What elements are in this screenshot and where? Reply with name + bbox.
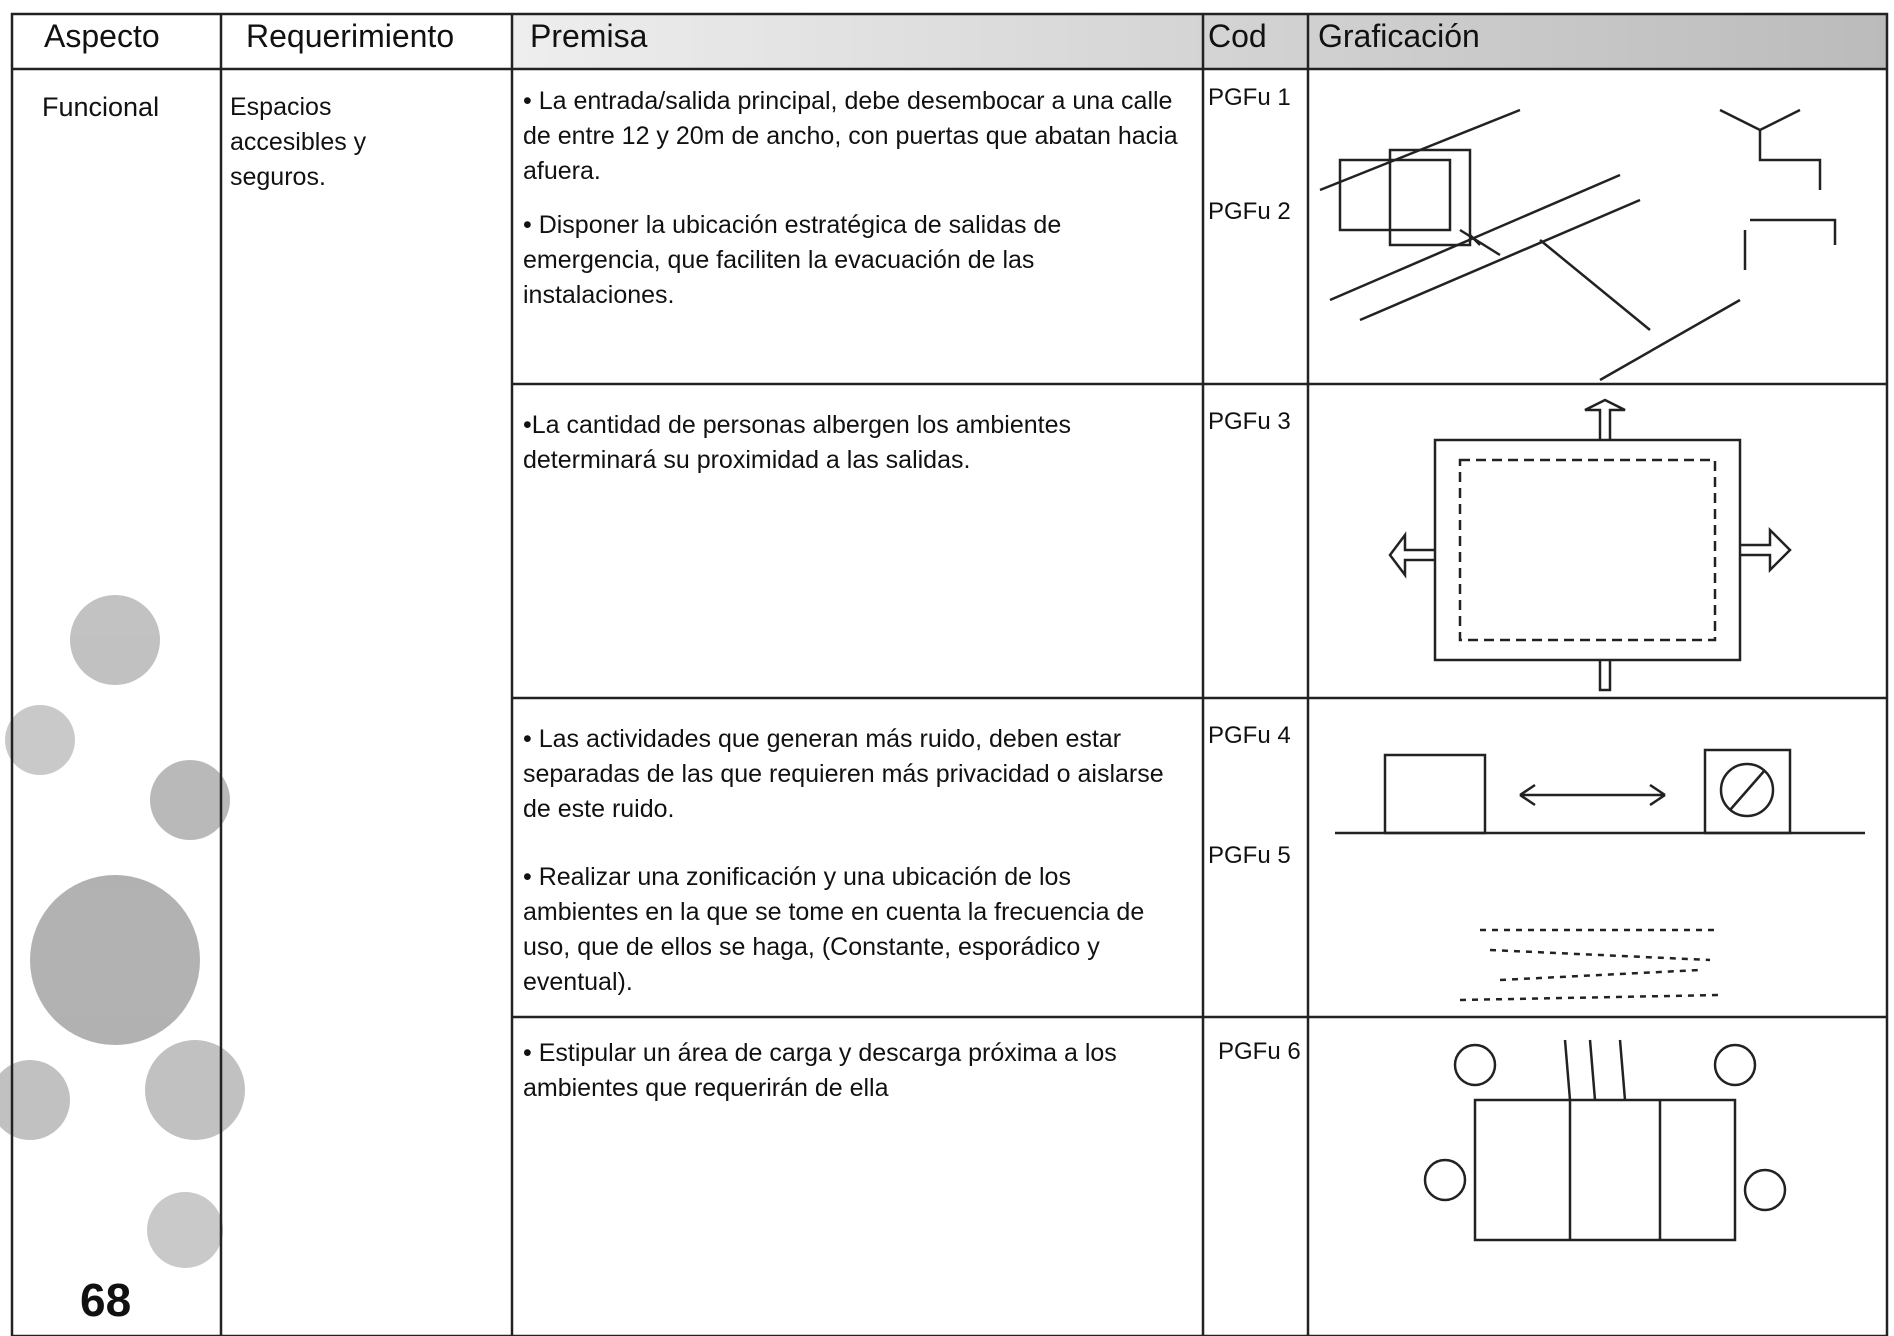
column-header: Requerimiento (246, 18, 455, 54)
premise: •La cantidad de personas albergen los am… (523, 411, 1072, 474)
column-header: Cod (1208, 18, 1267, 54)
code: PGFu 4 (1208, 722, 1291, 749)
premise: • Estipular un área de carga y descarga … (523, 1039, 1117, 1102)
premise: • Realizar una zonificación y una ubicac… (523, 863, 1145, 996)
code: PGFu 2 (1208, 198, 1291, 225)
premise: • Las actividades que generan más ruido,… (523, 725, 1164, 823)
column-header: Premisa (530, 18, 648, 54)
code: PGFu 1 (1208, 84, 1291, 111)
page-number: 68 (80, 1274, 132, 1326)
requirement: Espacios accesibles y seguros. (230, 93, 367, 191)
column-header: Aspecto (44, 18, 160, 54)
column-header: Graficación (1318, 18, 1480, 54)
code: PGFu 3 (1208, 408, 1291, 435)
premise: • La entrada/salida principal, debe dese… (523, 87, 1178, 185)
premise: • Disponer la ubicación estratégica de s… (523, 211, 1062, 309)
aspect: Funcional (42, 92, 160, 122)
code: PGFu 6 (1218, 1038, 1301, 1065)
code: PGFu 5 (1208, 842, 1291, 869)
